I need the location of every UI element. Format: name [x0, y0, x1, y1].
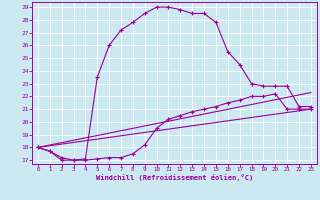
X-axis label: Windchill (Refroidissement éolien,°C): Windchill (Refroidissement éolien,°C)	[96, 174, 253, 181]
